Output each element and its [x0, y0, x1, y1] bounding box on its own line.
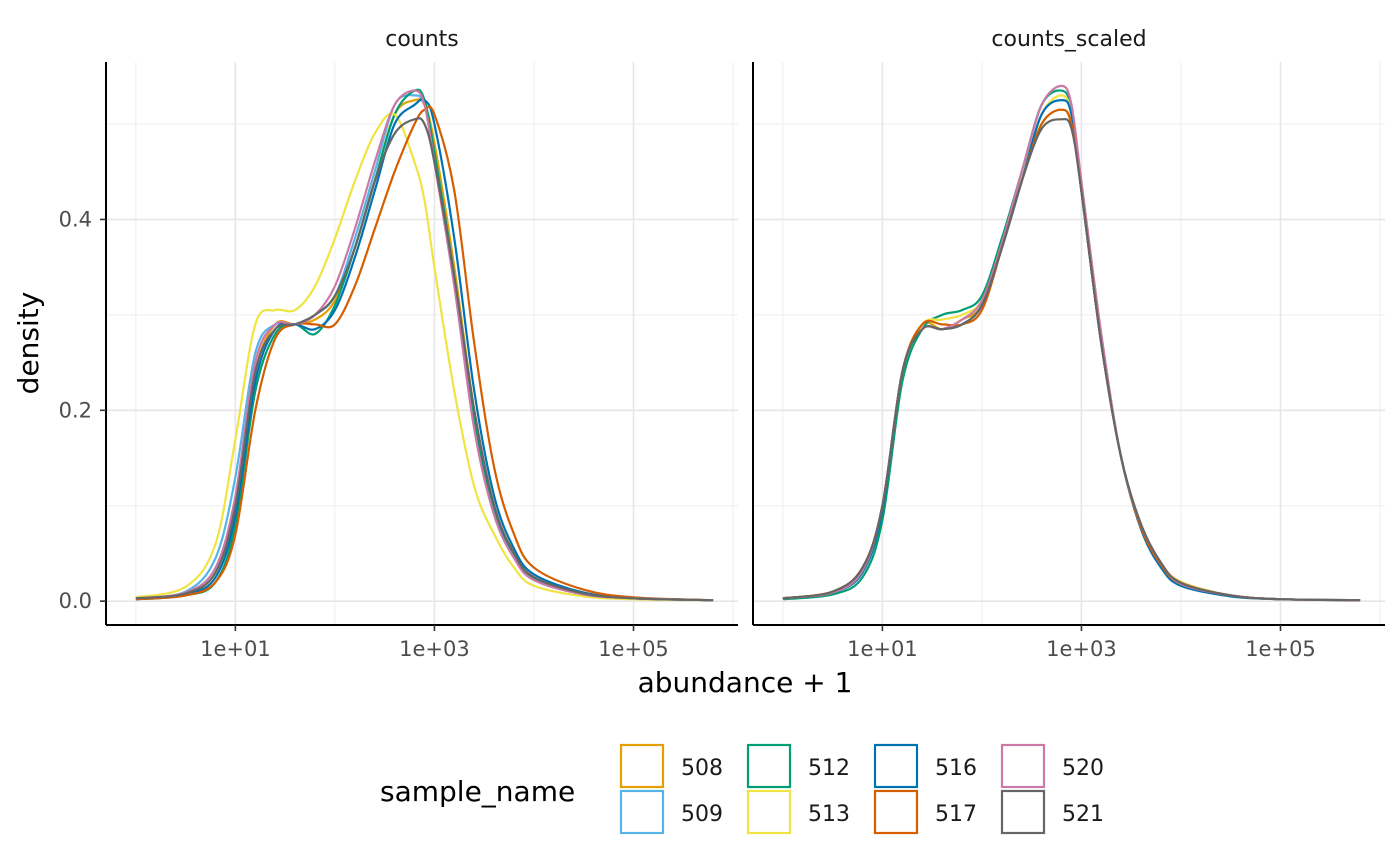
legend-key-517: [873, 789, 919, 835]
legend-key-508: [619, 743, 665, 789]
x-tick-label: 1e+05: [598, 637, 669, 661]
density-line-521: [135, 117, 714, 602]
facet-panel-counts_scaled: counts_scaled 1e+01 1e+03 1e+05: [752, 27, 1385, 661]
density-line-513: [135, 112, 714, 602]
density-line-512: [782, 89, 1361, 602]
density-line-513: [782, 94, 1361, 602]
facet-label: counts: [385, 27, 459, 52]
legend-label-513: 513: [808, 802, 850, 827]
legend-label-521: 521: [1062, 802, 1104, 827]
legend-key-512: [746, 743, 792, 789]
density-line-509: [135, 93, 714, 602]
legend-label-517: 517: [935, 802, 977, 827]
legend-label-508: 508: [681, 756, 723, 781]
density-line-520: [135, 89, 714, 602]
x-tick-label: 1e+01: [847, 637, 918, 661]
facet-panel-counts: counts 1e+01 1e+03 1e+05 0.0 0.2 0.4: [59, 27, 738, 661]
density-line-508: [135, 98, 714, 602]
density-line-516: [135, 97, 714, 602]
density-line-517: [135, 105, 714, 602]
y-tick-label: 0.4: [59, 207, 92, 231]
legend-title: sample_name: [380, 775, 575, 808]
x-tick-label: 1e+03: [399, 637, 470, 661]
legend-key-513: [746, 789, 792, 835]
legend-label-512: 512: [808, 756, 850, 781]
legend-key-516: [873, 743, 919, 789]
facet-label: counts_scaled: [991, 27, 1146, 52]
legend-key-509: [619, 789, 665, 835]
x-tick-label: 1e+01: [200, 637, 271, 661]
legend-label-509: 509: [681, 802, 723, 827]
x-axis-title: abundance + 1: [638, 666, 853, 699]
legend-key-520: [1000, 743, 1046, 789]
x-tick-label: 1e+05: [1245, 637, 1316, 661]
y-tick-label: 0.2: [59, 398, 92, 422]
x-tick-label: 1e+03: [1046, 637, 1117, 661]
legend-label-516: 516: [935, 756, 977, 781]
legend-key-521: [1000, 789, 1046, 835]
density-line-512: [135, 88, 714, 602]
legend-label-520: 520: [1062, 756, 1104, 781]
density-line-516: [782, 99, 1361, 602]
density-line-517: [782, 108, 1361, 602]
density-line-520: [782, 84, 1361, 602]
density-line-509: [782, 99, 1361, 602]
facet-panels: counts 1e+01 1e+03 1e+05 0.0 0.2 0.4 counts_sca…: [59, 27, 1385, 661]
y-axis-title: density: [12, 292, 45, 395]
legend: sample_name 508 509 512 513 516 517 520 521: [380, 743, 1104, 835]
y-tick-label: 0.0: [59, 589, 92, 613]
legend-keys: 508 509 512 513 516 517 520 521: [619, 743, 1104, 835]
density-line-521: [782, 118, 1361, 602]
density-line-508: [782, 108, 1361, 602]
